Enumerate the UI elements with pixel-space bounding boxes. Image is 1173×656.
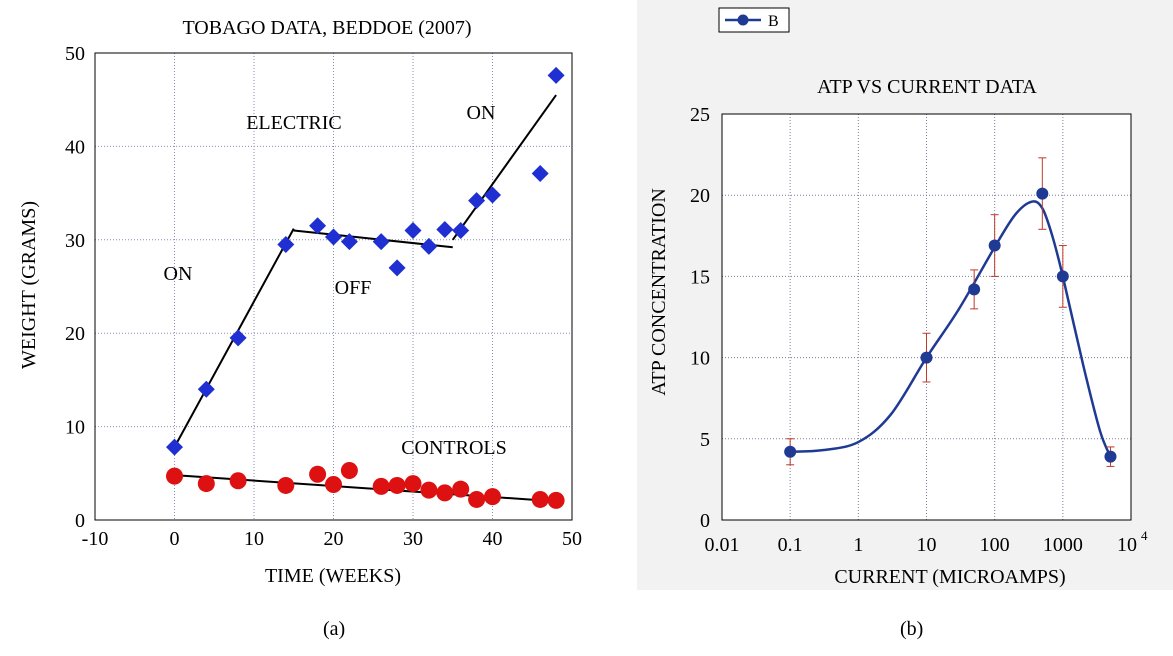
circle-point <box>166 467 183 485</box>
circle-point <box>452 480 470 498</box>
y-tick-label: 20 <box>65 323 85 345</box>
y-tick-label: 25 <box>690 104 710 126</box>
x-axis-label-b: CURRENT (MICROAMPS) <box>834 566 1065 588</box>
x-tick-label: 0 <box>170 528 180 550</box>
data-point <box>920 351 933 364</box>
y-axis-label-b: ATP CONCENTRATION <box>648 188 670 396</box>
circle-point <box>325 476 342 494</box>
x-tick-label: 20 <box>324 528 344 550</box>
x-tick-label: 10 <box>1117 534 1137 556</box>
diamond-point <box>166 438 183 456</box>
y-tick-label: 15 <box>690 266 710 288</box>
x-tick-label: 40 <box>483 528 503 550</box>
trend-line <box>451 94 557 241</box>
data-point <box>1056 270 1069 283</box>
x-tick-label: 100 <box>980 534 1010 556</box>
x-tick-label: 1000 <box>1043 534 1083 556</box>
annotation-label: CONTROLS <box>401 437 507 459</box>
circle-point <box>547 491 565 509</box>
diamond-point <box>404 221 422 239</box>
diamond-point <box>372 233 390 251</box>
circle-point <box>404 475 422 493</box>
circle-point <box>388 476 406 494</box>
x-axis-label-a: TIME (WEEKS) <box>265 565 401 587</box>
chart-title-a: TOBAGO DATA, BEDDOE (2007) <box>182 17 471 39</box>
caption-a: (a) <box>323 618 346 640</box>
circle-point <box>468 490 486 508</box>
plot-frame-b <box>721 113 1132 521</box>
circle-point <box>229 472 247 490</box>
circle-point <box>277 476 295 494</box>
diamond-point <box>325 228 342 246</box>
y-tick-label: 10 <box>65 417 85 439</box>
annotation-label: ON <box>467 102 496 124</box>
diamond-point <box>420 237 438 255</box>
x-tick-exponent: 4 <box>1141 528 1148 543</box>
x-tick-label: -10 <box>82 528 109 550</box>
data-point <box>784 445 797 458</box>
legend-label: B <box>768 13 779 30</box>
x-tick-label: 0.01 <box>705 534 740 556</box>
circle-point <box>309 465 327 483</box>
diamond-point <box>229 329 247 347</box>
y-tick-label: 40 <box>65 136 85 158</box>
y-tick-label: 50 <box>65 43 85 65</box>
diamond-point <box>277 235 295 253</box>
x-tick-label: 1 <box>853 534 863 556</box>
diamond-point <box>388 259 406 277</box>
circle-point <box>197 475 215 493</box>
circle-point <box>484 488 501 506</box>
y-tick-label: 20 <box>690 185 710 207</box>
y-tick-label: 0 <box>75 510 85 532</box>
x-tick-label: 10 <box>917 534 937 556</box>
annotation-label: ON <box>164 263 193 285</box>
x-tick-label: 0.1 <box>778 534 803 556</box>
circle-point <box>372 477 390 495</box>
y-axis-label-a: WEIGHT (GRAMS) <box>18 201 40 369</box>
data-point <box>1104 450 1117 463</box>
diamond-point <box>547 66 565 84</box>
data-point <box>1036 187 1049 200</box>
diamond-point <box>340 233 358 251</box>
circle-point <box>420 481 438 499</box>
series-curve-b <box>790 200 1112 458</box>
diamond-point <box>531 164 549 182</box>
diamond-point <box>468 192 486 210</box>
y-tick-label: 0 <box>700 510 710 532</box>
circle-point <box>436 484 454 502</box>
diamond-point <box>436 221 454 239</box>
data-point <box>988 239 1001 252</box>
x-tick-label: 10 <box>244 528 264 550</box>
y-tick-label: 30 <box>65 230 85 252</box>
diamond-point <box>309 217 327 235</box>
annotation-label: ELECTRIC <box>246 112 342 134</box>
legend-marker <box>737 14 749 26</box>
x-tick-label: 30 <box>403 528 423 550</box>
x-tick-label: 50 <box>562 528 582 550</box>
diamond-point <box>484 186 501 204</box>
y-tick-label: 5 <box>700 429 710 451</box>
annotation-label: OFF <box>335 277 372 299</box>
circle-point <box>531 490 549 508</box>
data-point <box>968 283 981 296</box>
chart-b: 0.01 0.1 1 10 100 1000 10 4 0 5 10 15 20 25 B ATP VS CU… <box>648 7 1148 588</box>
circle-point <box>340 461 358 479</box>
plot-frame-a <box>94 52 573 521</box>
y-tick-label: 10 <box>690 348 710 370</box>
chart-title-b: ATP VS CURRENT DATA <box>817 76 1037 98</box>
diamond-point <box>452 221 470 239</box>
diamond-point <box>197 380 215 398</box>
caption-b: (b) <box>900 618 924 640</box>
